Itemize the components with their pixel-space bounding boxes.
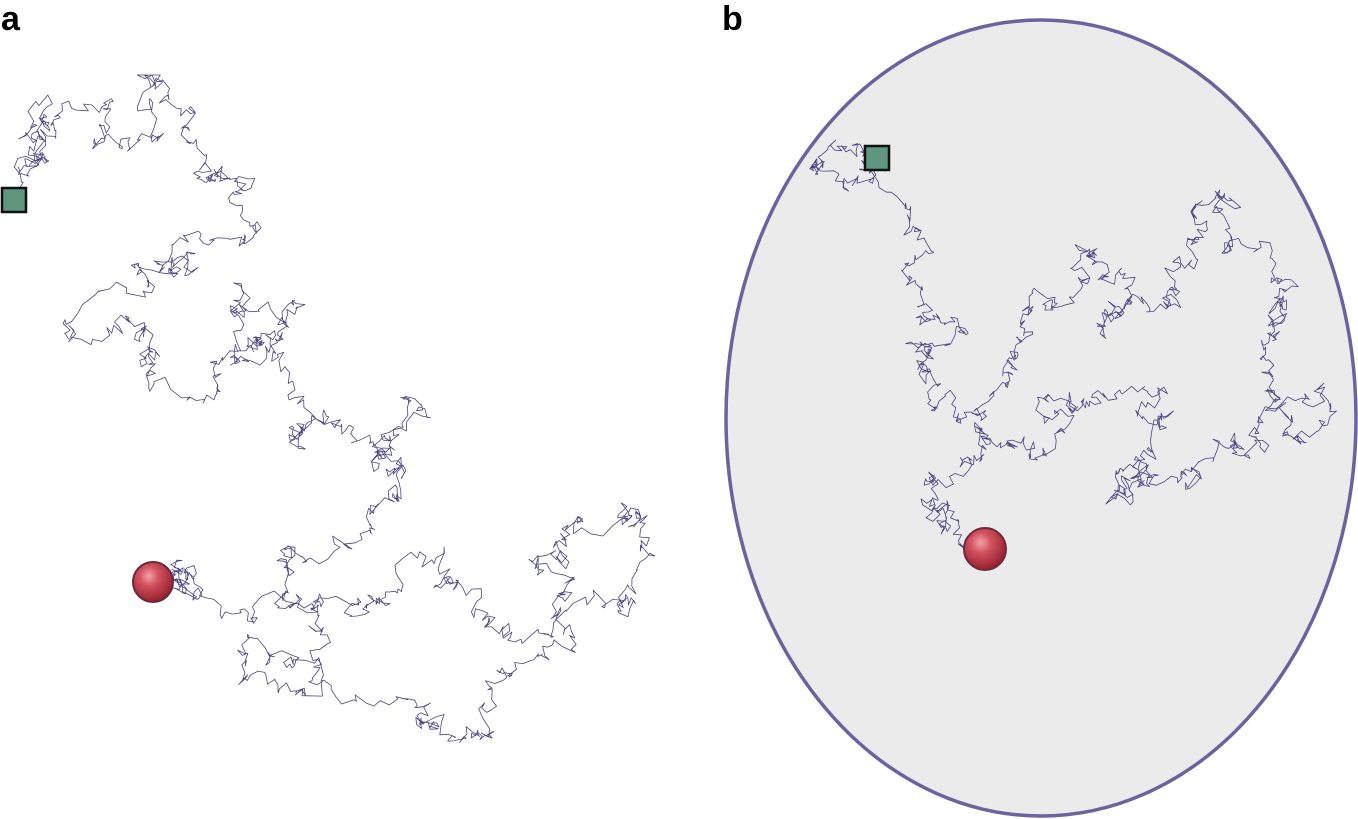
random-walk-trajectory-a: [13, 74, 656, 743]
confinement-boundary: [724, 18, 1358, 818]
panel-b: [724, 18, 1358, 818]
trajectory-path: [13, 74, 656, 743]
panel-label-a: a: [1, 0, 20, 38]
start-marker-square-a: [0, 186, 28, 214]
start-marker-square-b: [863, 144, 891, 172]
end-marker-sphere-a: [132, 561, 174, 603]
panel-a: [0, 74, 656, 743]
trajectory-path: [809, 139, 1337, 554]
panel-label-b: b: [722, 0, 743, 38]
end-marker-sphere-b: [963, 527, 1007, 571]
random-walk-trajectory-b: [809, 139, 1337, 554]
